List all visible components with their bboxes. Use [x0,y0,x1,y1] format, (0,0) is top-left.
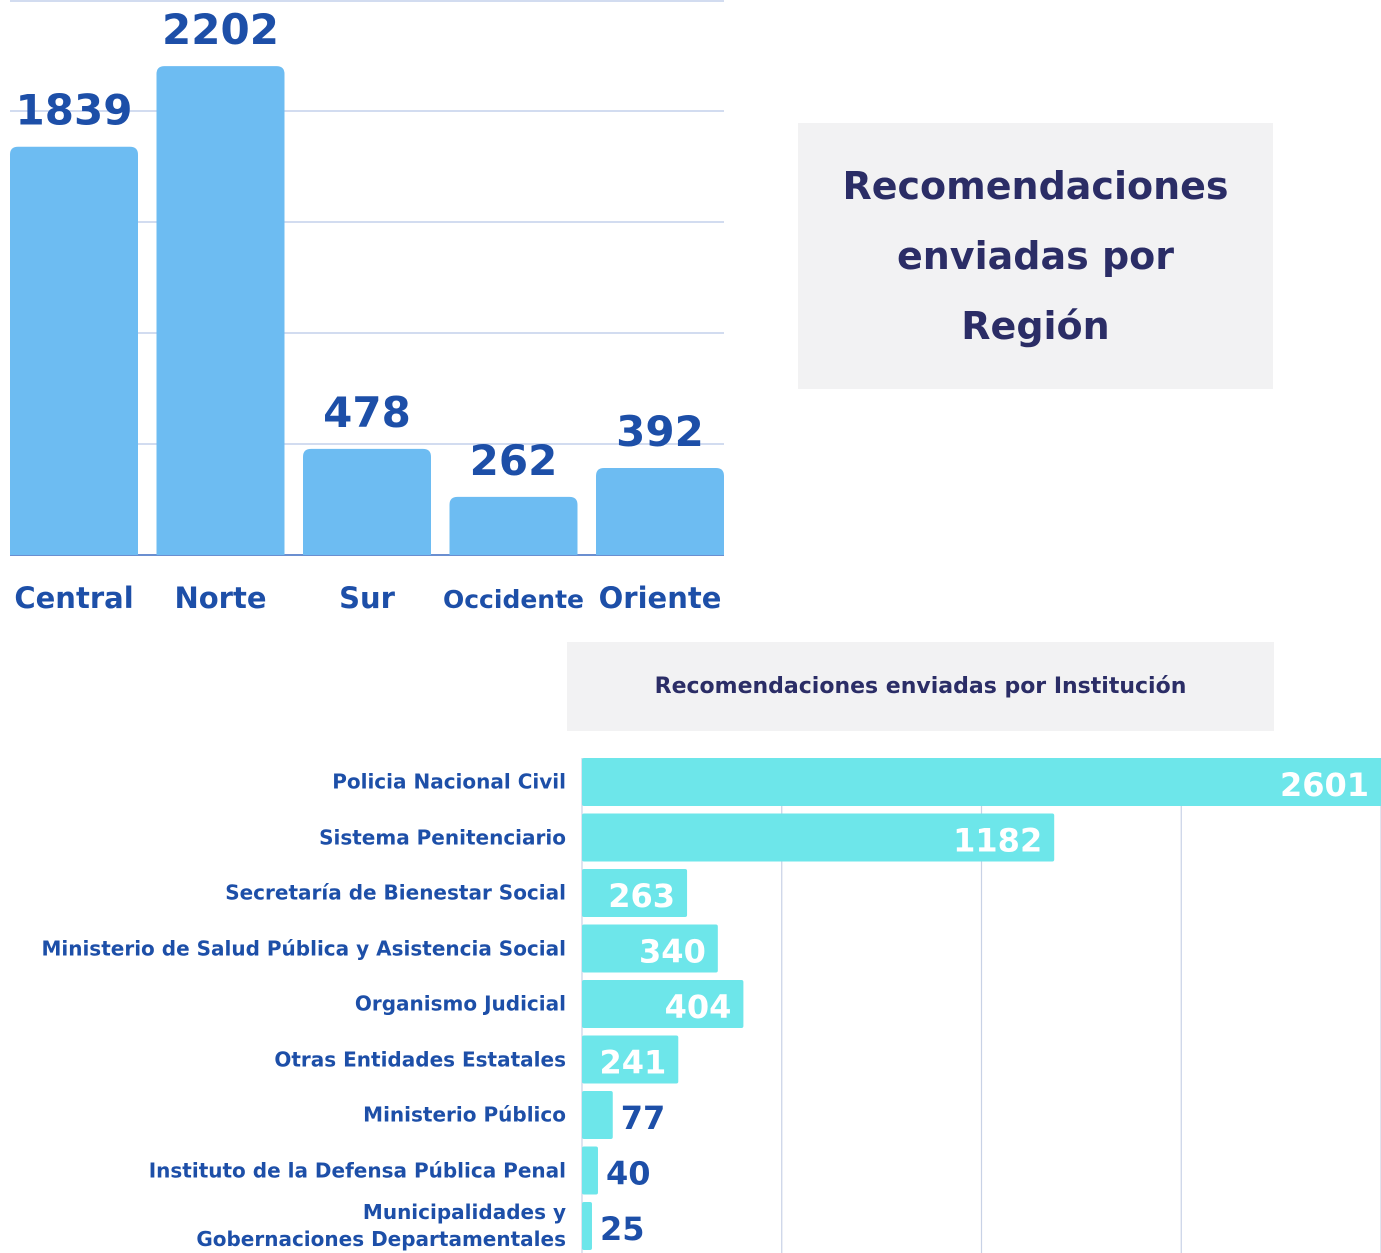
y-tick-label: Secretaría de Bienestar Social [225,880,566,905]
value-label: 392 [616,407,704,456]
bars [582,758,1381,1250]
x-tick-label: Oriente [599,581,722,615]
bar [582,1146,598,1195]
bar [582,758,1381,806]
value-label: 241 [599,1044,666,1082]
value-label: 478 [323,388,411,437]
y-tick-label: Policia Nacional Civil [332,769,566,794]
x-tick-label: Occidente [443,585,584,614]
bar [582,1091,613,1139]
y-tick-label: Otras Entidades Estatales [274,1047,566,1071]
bar [449,496,578,555]
value-label: 1839 [16,86,133,135]
value-label: 263 [608,877,675,915]
bar [582,869,688,917]
value-label: 25 [600,1210,645,1248]
bar [582,980,744,1028]
value-label: 404 [665,988,732,1026]
bar [582,1202,592,1250]
bar [156,66,285,555]
bar [582,813,1055,862]
chart-title: Recomendaciones enviadas por Región [798,123,1273,389]
value-label: 2601 [1280,766,1369,804]
y-tick-label: Ministerio de Salud Pública y Asistencia… [41,936,566,960]
y-tick-label: Sistema Penitenciario [319,825,566,849]
y-tick-label: Organismo Judicial [354,991,566,1016]
x-tick-label: Norte [174,581,266,615]
y-tick-label: Municipalidades y Gobernaciones Departam… [196,1200,566,1251]
bar [10,146,138,555]
x-tick-label: Central [14,581,133,615]
bar [582,924,718,973]
value-label: 2202 [162,5,279,54]
bar [582,1035,679,1084]
value-label: 1182 [953,822,1042,860]
bar [596,467,724,555]
value-label: 262 [470,436,558,485]
value-label: 40 [606,1155,651,1193]
bar [303,448,431,555]
y-tick-label: Instituto de la Defensa Pública Penal [148,1158,566,1182]
value-label: 77 [621,1099,666,1137]
chart-title: Recomendaciones enviadas por Institución [567,642,1274,731]
y-tick-label: Ministerio Público [363,1102,566,1127]
x-tick-label: Sur [339,581,396,615]
value-label: 340 [639,933,706,971]
